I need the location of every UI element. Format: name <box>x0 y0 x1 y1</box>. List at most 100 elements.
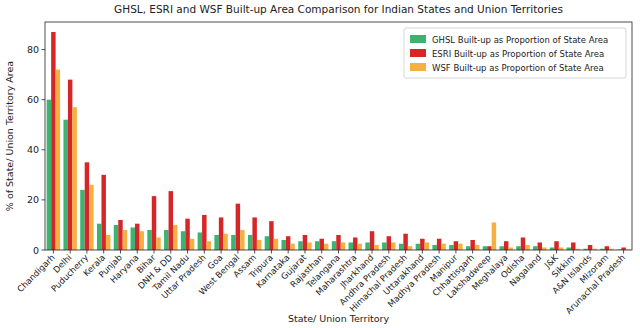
legend-swatch <box>410 49 426 57</box>
bar <box>382 242 386 250</box>
x-tick <box>556 250 557 254</box>
bar <box>437 239 441 250</box>
bar <box>219 217 223 250</box>
bar <box>432 245 436 250</box>
bar <box>47 100 51 250</box>
bar <box>265 236 269 250</box>
x-axis-label: State/ Union Territory <box>288 313 390 324</box>
bar <box>135 224 139 250</box>
bar <box>152 196 156 250</box>
bar <box>353 237 357 250</box>
plot-frame <box>45 22 632 250</box>
legend: GHSL Built-up as Proportion of State Are… <box>404 28 626 78</box>
bar <box>89 185 93 250</box>
x-tick <box>489 250 490 254</box>
x-tick <box>154 250 155 254</box>
bar <box>85 162 89 250</box>
bar <box>164 230 168 250</box>
x-tick <box>623 250 624 254</box>
chart-title: GHSL, ESRI and WSF Built-up Area Compari… <box>114 3 563 15</box>
bar <box>319 239 323 250</box>
bar <box>425 242 429 250</box>
bar <box>281 240 285 250</box>
y-tick-label: 80 <box>27 44 39 55</box>
legend-swatch <box>410 35 426 43</box>
bar <box>441 244 445 250</box>
bar <box>500 246 504 250</box>
x-tick <box>506 250 507 254</box>
x-tick <box>288 250 289 254</box>
bar <box>483 246 487 250</box>
x-tick <box>455 250 456 254</box>
bar <box>588 245 592 250</box>
x-tick <box>472 250 473 254</box>
bar <box>101 175 105 250</box>
x-tick <box>590 250 591 254</box>
y-tick-label: 20 <box>27 194 39 205</box>
bar <box>257 240 261 250</box>
bar <box>324 244 328 250</box>
bar <box>336 235 340 250</box>
x-tick <box>221 250 222 254</box>
x-tick-label: Arunachal Pradesh <box>564 252 627 315</box>
x-tick <box>372 250 373 254</box>
bar <box>139 231 143 250</box>
x-tick <box>422 250 423 254</box>
x-tick <box>321 250 322 254</box>
bar <box>454 241 458 250</box>
y-tick-label: 60 <box>27 94 39 105</box>
bar <box>358 244 362 250</box>
bar <box>131 227 135 250</box>
bar <box>391 242 395 250</box>
x-tick <box>70 250 71 254</box>
y-tick <box>42 99 46 100</box>
bar <box>521 237 525 250</box>
bar <box>51 32 55 250</box>
x-tick <box>271 250 272 254</box>
bar <box>185 219 189 250</box>
bar <box>533 246 537 250</box>
x-tick <box>539 250 540 254</box>
bar <box>475 245 479 250</box>
bar <box>420 239 424 250</box>
bar <box>349 242 353 250</box>
bar <box>236 204 240 250</box>
bar <box>487 246 491 250</box>
bar <box>181 231 185 250</box>
bar <box>449 245 453 250</box>
bar <box>207 241 211 250</box>
chart-container: GHSL, ESRI and WSF Built-up Area Compari… <box>0 0 640 328</box>
x-tick <box>103 250 104 254</box>
bar <box>63 120 67 250</box>
x-tick <box>338 250 339 254</box>
bar <box>97 224 101 250</box>
y-tick <box>42 250 46 251</box>
y-axis-label: % of State/ Union Territory Area <box>4 61 15 211</box>
x-tick <box>137 250 138 254</box>
bar <box>303 235 307 250</box>
bar <box>223 234 227 250</box>
bar <box>169 191 173 250</box>
bar <box>72 107 76 250</box>
bar <box>315 241 319 250</box>
x-tick <box>439 250 440 254</box>
bar <box>538 242 542 250</box>
bar <box>214 235 218 250</box>
bar <box>399 244 403 250</box>
x-tick <box>86 250 87 254</box>
x-tick <box>237 250 238 254</box>
x-tick-label: Nagaland <box>507 252 543 288</box>
bar <box>571 242 575 250</box>
bar <box>202 215 206 250</box>
legend-swatch <box>410 63 426 71</box>
x-tick <box>53 250 54 254</box>
bar <box>231 235 235 250</box>
bar <box>56 70 60 250</box>
y-tick <box>42 149 46 150</box>
bar <box>525 245 529 250</box>
bar <box>147 230 151 250</box>
x-tick <box>573 250 574 254</box>
y-tick <box>42 199 46 200</box>
x-tick <box>522 250 523 254</box>
bar <box>248 235 252 250</box>
